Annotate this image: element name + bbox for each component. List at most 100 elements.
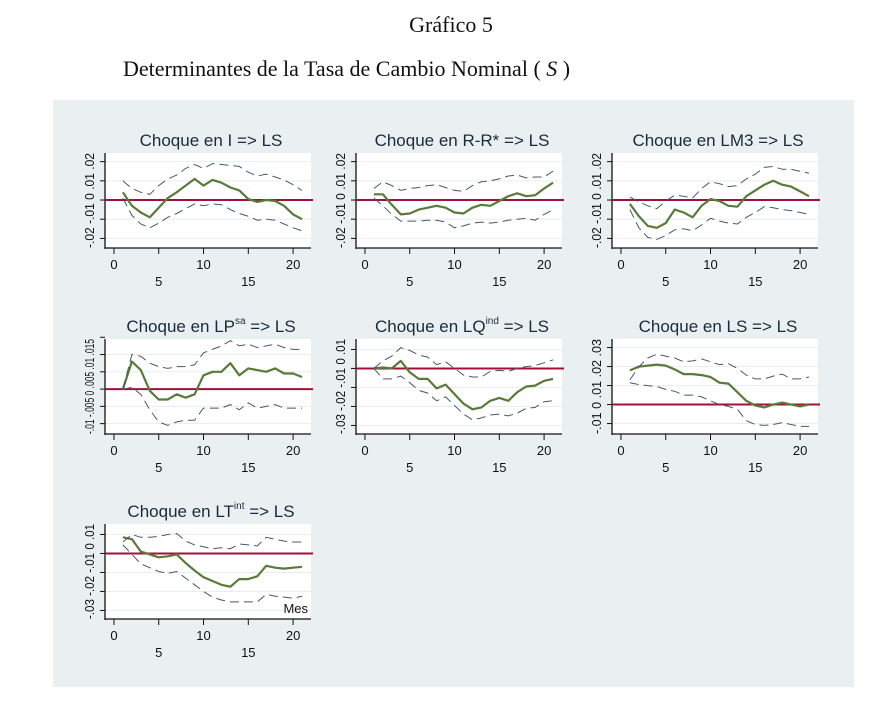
ci-lower-line xyxy=(629,206,810,240)
x-tick-label: 5 xyxy=(155,645,162,660)
plot-area xyxy=(105,339,311,434)
ci-lower-line xyxy=(373,197,554,229)
y-tick-labels: -.02 -.01 0 .01 .02 xyxy=(333,153,348,248)
ci-lower-line xyxy=(373,368,554,421)
panel-title-base: Choque en LT xyxy=(127,502,233,521)
x-tick-label: 5 xyxy=(662,274,669,289)
figure-subtitle: Determinantes de la Tasa de Cambio Nomin… xyxy=(123,56,570,82)
x-tick-label: 0 xyxy=(361,443,368,458)
x-tick-label: 5 xyxy=(155,274,162,289)
irf-panel: Choque en LTint => LS -.03 -.02 -.01 0 .0… xyxy=(82,501,313,660)
x-tick-label: 15 xyxy=(748,274,762,289)
panel-title: Choque en LQind => LS xyxy=(375,316,549,336)
irf-line xyxy=(122,536,303,588)
irf-panel: Choque en I => LS -.02 -.01 0 .01 .02 0 5 10… xyxy=(82,131,313,289)
ci-upper-line xyxy=(629,165,810,210)
subtitle-text: Determinantes de la Tasa de Cambio Nomin… xyxy=(123,56,541,81)
x-tick-label: 5 xyxy=(155,460,162,475)
x-tick-label: 20 xyxy=(286,628,300,643)
subtitle-variable: S xyxy=(546,56,558,81)
x-tick-label: 15 xyxy=(241,645,255,660)
irf-panel: Choque en LM3 => LS -.02 -.01 0 .01 .02 0 5… xyxy=(589,131,820,289)
panel-title-superscript: sa xyxy=(235,316,246,327)
x-tick-label: 0 xyxy=(110,628,117,643)
panel-title-tail: => LS xyxy=(244,502,294,521)
irf-line xyxy=(373,181,554,216)
x-tick-label: 20 xyxy=(793,257,807,272)
ci-lower-line xyxy=(122,544,303,603)
x-tick-label: 10 xyxy=(196,628,210,643)
panel-title: Choque en LS => LS xyxy=(639,317,798,336)
x-axis-title: Mes xyxy=(283,601,308,616)
x-tick-label: 10 xyxy=(703,257,717,272)
plot-area xyxy=(612,339,818,434)
ci-lower-line xyxy=(122,386,302,426)
panel-title-tail: => LS xyxy=(246,317,296,336)
x-tick-label: 15 xyxy=(748,460,762,475)
x-tick-label: 0 xyxy=(617,443,624,458)
y-tick-labels: -.03 -.02 -.01 0 .01 xyxy=(333,339,348,434)
panel-title-tail: => LS xyxy=(499,317,549,336)
panel-title-tail: => LS xyxy=(499,131,549,150)
irf-line xyxy=(373,359,554,411)
x-tick-label: 20 xyxy=(537,257,551,272)
figure-label: Gráfico 5 xyxy=(409,12,493,37)
panel-title: Choque en R-R* => LS xyxy=(375,131,550,150)
x-tick-label: 5 xyxy=(662,460,669,475)
irf-panel: Choque en LPsa => LS -.01 -.005 0 .005 .0… xyxy=(82,316,313,475)
panel-title-base: Choque en I xyxy=(140,131,233,150)
irf-line xyxy=(121,360,303,401)
x-tick-label: 0 xyxy=(361,257,368,272)
y-tick-labels: -.01 0 .01 .02 .03 xyxy=(589,339,604,434)
panel-title-superscript: ind xyxy=(486,316,499,327)
ci-lower-line xyxy=(122,197,303,232)
x-tick-label: 15 xyxy=(492,460,506,475)
x-tick-label: 20 xyxy=(793,443,807,458)
ci-upper-line xyxy=(629,353,810,381)
panel-title-superscript: int xyxy=(234,501,245,512)
x-tick-label: 15 xyxy=(241,274,255,289)
irf-panel: Choque en LQind => LS -.03 -.02 -.01 0 .0… xyxy=(333,316,564,475)
ci-upper-line xyxy=(373,347,554,378)
panel-title-tail: => LS xyxy=(232,131,282,150)
x-tick-label: 5 xyxy=(406,274,413,289)
x-tick-label: 20 xyxy=(286,443,300,458)
x-tick-label: 10 xyxy=(447,443,461,458)
x-tick-label: 0 xyxy=(617,257,624,272)
x-tick-label: 10 xyxy=(703,443,717,458)
ci-lower-line xyxy=(629,382,809,427)
x-tick-label: 20 xyxy=(537,443,551,458)
y-tick-labels: -.02 -.01 0 .01 .02 xyxy=(82,153,97,248)
x-tick-label: 10 xyxy=(447,257,461,272)
panel-title-tail: => LS xyxy=(747,317,797,336)
panel-title-tail: => LS xyxy=(753,131,803,150)
panel-title: Choque en LPsa => LS xyxy=(126,316,295,336)
x-tick-label: 15 xyxy=(492,274,506,289)
x-tick-label: 10 xyxy=(196,257,210,272)
panel-title: Choque en LM3 => LS xyxy=(632,131,803,150)
irf-panel: Choque en R-R* => LS -.02 -.01 0 .01 .02 0… xyxy=(333,131,564,289)
ci-upper-line xyxy=(122,340,302,390)
y-tick-labels: -.01 -.005 0 .005 .01 .015 xyxy=(82,339,97,434)
y-tick-labels: -.03 -.02 -.01 0 .01 xyxy=(82,524,97,619)
panel-title: Choque en LTint => LS xyxy=(127,501,294,521)
ci-upper-line xyxy=(122,532,302,550)
x-tick-label: 15 xyxy=(241,460,255,475)
panel-title-base: Choque en LQ xyxy=(375,317,486,336)
y-tick-labels: -.02 -.01 0 .01 .02 xyxy=(589,153,604,248)
x-tick-label: 0 xyxy=(110,443,117,458)
x-tick-label: 0 xyxy=(110,257,117,272)
plot-area xyxy=(105,524,311,619)
x-tick-label: 20 xyxy=(286,257,300,272)
panel-title-base: Choque en LS xyxy=(639,317,748,336)
x-tick-label: 10 xyxy=(196,443,210,458)
irf-line xyxy=(629,363,810,409)
panel-title-base: Choque en LP xyxy=(126,317,235,336)
x-tick-label: 5 xyxy=(406,460,413,475)
irf-line xyxy=(629,179,810,229)
irf-panel: Choque en LS => LS -.01 0 .01 .02 .03 0 5 10… xyxy=(589,317,820,475)
irf-line xyxy=(121,177,303,221)
ci-upper-line xyxy=(373,170,554,192)
subtitle-close: ) xyxy=(562,56,571,81)
